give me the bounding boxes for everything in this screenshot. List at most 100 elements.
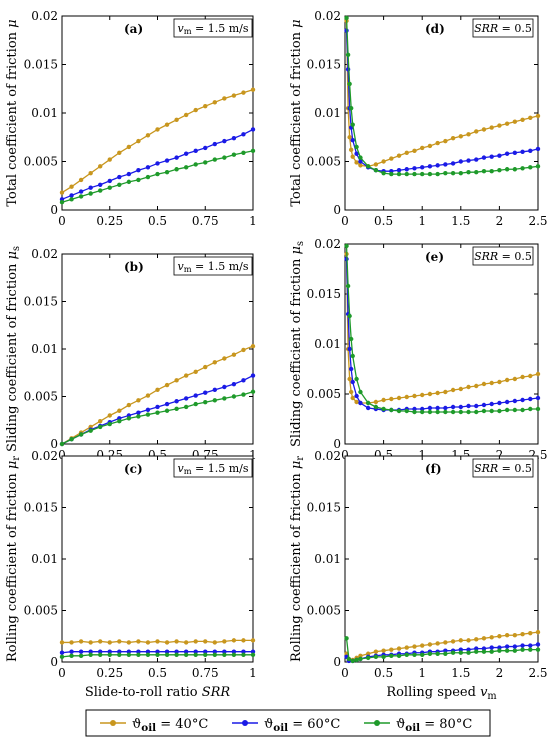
data-point — [458, 409, 463, 415]
data-point — [504, 648, 510, 653]
data-point — [466, 647, 471, 652]
data-point — [250, 127, 256, 132]
data-point — [174, 167, 179, 172]
data-point — [212, 387, 217, 393]
data-point — [481, 169, 487, 174]
data-point — [59, 654, 65, 660]
y-tick-label: 0.02 — [31, 449, 58, 463]
data-point — [69, 653, 74, 659]
data-point — [504, 377, 510, 383]
data-point — [450, 161, 456, 166]
data-point — [88, 640, 93, 645]
data-point — [345, 52, 351, 57]
data-point — [222, 384, 227, 390]
data-point — [489, 649, 494, 654]
data-point — [435, 405, 440, 411]
plot-frame — [344, 243, 539, 445]
data-point — [474, 157, 479, 162]
data-point — [241, 652, 246, 657]
data-point — [420, 409, 425, 415]
data-point — [155, 639, 160, 644]
data-point — [250, 343, 256, 349]
legend-label: ϑoil = 60°C — [264, 717, 340, 734]
data-point — [222, 652, 227, 657]
data-point — [78, 194, 84, 199]
data-point — [443, 162, 448, 167]
data-point — [174, 649, 179, 654]
data-point — [183, 649, 189, 654]
x-tick-label: 1.5 — [451, 214, 470, 228]
data-point — [350, 137, 355, 143]
data-point — [145, 165, 151, 170]
data-point — [350, 658, 355, 664]
y-axis-label: Total coefficient of friction μ — [289, 19, 304, 206]
data-point — [345, 283, 351, 289]
data-point — [458, 647, 463, 652]
data-point — [354, 393, 359, 399]
data-point — [443, 170, 448, 176]
annotation-box — [472, 458, 534, 478]
data-point — [466, 409, 471, 415]
data-point — [497, 648, 502, 653]
annotation-text: vm = 1.5 m/s — [177, 260, 248, 274]
data-point — [354, 399, 359, 405]
data-point — [489, 408, 494, 414]
x-tick-label: 0.25 — [96, 666, 123, 680]
data-point — [535, 113, 541, 119]
data-point — [88, 185, 93, 190]
data-point — [474, 646, 479, 651]
data-point — [497, 400, 502, 406]
data-point — [59, 650, 65, 655]
data-point — [443, 138, 448, 144]
data-point — [145, 640, 151, 645]
y-tick-label: 0.01 — [31, 342, 58, 356]
data-point — [389, 396, 394, 402]
data-point — [497, 153, 502, 158]
data-point — [174, 652, 179, 657]
data-point — [69, 649, 74, 654]
data-point — [231, 649, 237, 654]
data-point — [520, 647, 525, 652]
plot-frame — [344, 455, 539, 663]
data-point — [88, 649, 93, 654]
data-point — [497, 123, 502, 128]
data-point — [126, 640, 132, 645]
data-point — [136, 138, 141, 144]
x-tick-label: 0.25 — [96, 214, 123, 228]
y-tick-label: 0.02 — [314, 9, 341, 23]
data-point — [535, 629, 541, 635]
data-point — [344, 636, 349, 641]
y-tick-label: 0.005 — [24, 390, 58, 404]
data-point — [474, 129, 479, 134]
data-point — [126, 171, 132, 177]
data-point — [231, 136, 237, 141]
annotation-box — [173, 458, 253, 478]
data-point — [203, 649, 208, 654]
data-point — [389, 407, 394, 413]
data-point — [381, 397, 386, 403]
data-point — [404, 408, 409, 414]
plot-frame — [61, 455, 254, 663]
data-point — [381, 159, 386, 164]
data-point — [528, 148, 533, 154]
panel-label: (b) — [124, 260, 144, 274]
data-point — [504, 633, 510, 638]
data-point — [474, 383, 479, 389]
data-point — [59, 190, 65, 195]
legend-label: ϑoil = 80°C — [396, 717, 472, 734]
data-point — [450, 387, 456, 393]
data-point — [348, 336, 354, 342]
data-point — [512, 376, 518, 382]
data-point — [164, 652, 170, 657]
data-point — [136, 639, 141, 644]
legend-marker — [242, 720, 248, 726]
data-point — [365, 164, 371, 169]
data-point — [435, 409, 440, 415]
data-point — [404, 652, 409, 657]
data-point — [344, 243, 349, 249]
data-point — [450, 650, 456, 655]
data-point — [250, 389, 256, 394]
data-point — [512, 633, 518, 638]
data-point — [117, 639, 122, 644]
